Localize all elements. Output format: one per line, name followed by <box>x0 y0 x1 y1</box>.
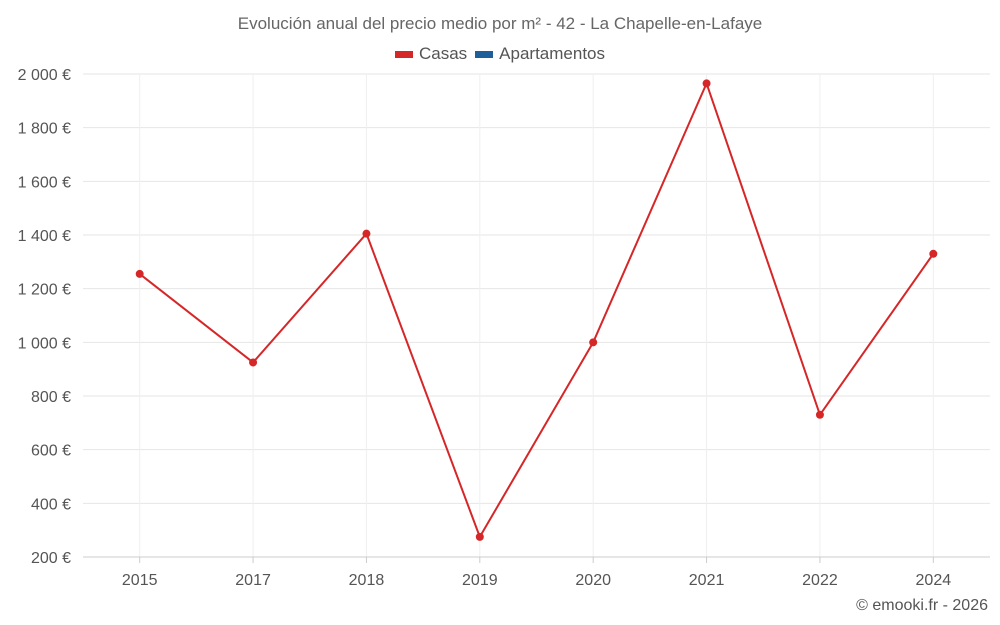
data-point <box>589 338 598 347</box>
data-point <box>815 410 824 419</box>
data-point <box>929 249 938 258</box>
x-tick-label: 2024 <box>916 572 952 589</box>
series-line-casas <box>139 82 935 538</box>
chart-legend: Casas Apartamentos <box>0 44 1000 64</box>
y-tick-label: 400 € <box>31 496 71 513</box>
x-tick-label: 2020 <box>575 572 611 589</box>
y-tick-label: 1 800 € <box>18 121 71 138</box>
legend-label-casas: Casas <box>418 44 468 63</box>
credit-text: © emooki.fr - 2026 <box>856 597 988 614</box>
x-tick-label: 2015 <box>122 572 158 589</box>
legend-swatch-casas <box>394 50 413 58</box>
chart-title: Evolución anual del precio medio por m² … <box>237 14 763 33</box>
legend-swatch-apartamentos <box>475 50 494 58</box>
legend-label-apartamentos: Apartamentos <box>499 44 606 63</box>
data-point <box>475 532 484 541</box>
y-tick-label: 800 € <box>31 389 71 406</box>
x-tick-label: 2021 <box>689 572 725 589</box>
y-tick-label: 1 400 € <box>18 228 71 245</box>
x-tick-label: 2018 <box>349 572 385 589</box>
x-tick-label: 2022 <box>802 572 838 589</box>
data-point <box>249 358 258 367</box>
legend-item-casas[interactable]: Casas <box>394 44 468 64</box>
data-point <box>702 79 711 88</box>
data-point <box>362 229 371 238</box>
y-tick-label: 1 000 € <box>18 335 71 352</box>
x-tick-label: 2019 <box>462 572 498 589</box>
y-tick-label: 2 000 € <box>18 67 71 84</box>
y-tick-label: 1 600 € <box>18 174 71 191</box>
y-tick-label: 600 € <box>31 443 71 460</box>
legend-item-apartamentos[interactable]: Apartamentos <box>475 44 605 64</box>
y-tick-label: 200 € <box>31 550 71 567</box>
x-tick-label: 2017 <box>235 572 271 589</box>
y-tick-label: 1 200 € <box>18 282 71 299</box>
data-point <box>135 269 144 278</box>
